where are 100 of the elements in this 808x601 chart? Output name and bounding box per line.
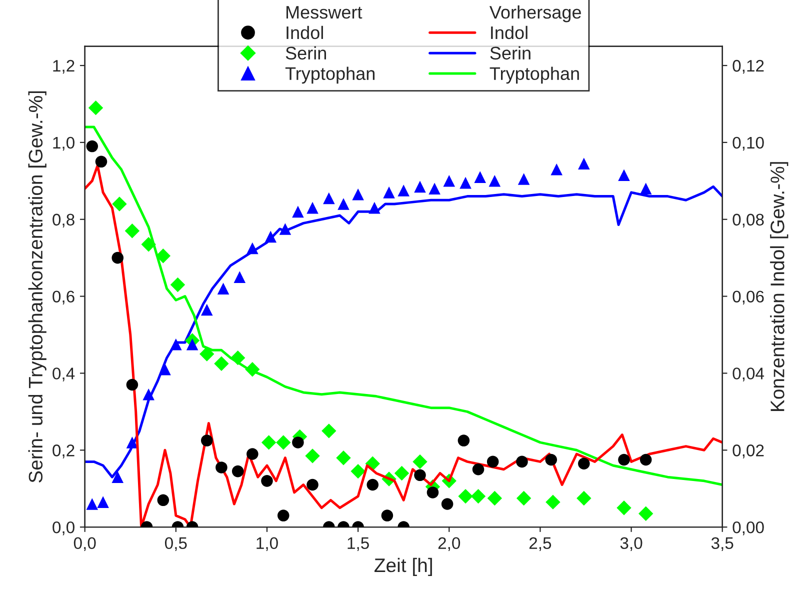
point [474,171,486,183]
point [305,448,320,464]
y2-tick-label: 0,02 [732,444,764,458]
point [277,510,290,522]
y-tick-label: 0,8 [52,214,74,228]
point [112,196,127,212]
legend-label: Indol [286,26,323,40]
point [576,490,592,506]
point [383,186,395,198]
point [306,478,318,491]
x-tick-label: 3,0 [620,537,642,552]
point [487,490,502,506]
point [142,388,154,400]
y-tick-label: 0,6 [52,290,74,304]
point [516,490,532,506]
point [394,466,410,481]
point [112,252,124,264]
point [545,454,558,466]
point [306,202,318,214]
point [232,465,244,478]
point [246,448,258,460]
point [217,282,230,294]
point [200,346,214,362]
legend-label: Tryptophan [490,66,579,84]
point [381,510,394,522]
point [412,454,428,470]
point [276,435,291,450]
y-axis-title: Serin- und Tryptophankonzentration [Gew.-%] [28,91,46,482]
point [441,498,454,510]
y-tick-label: 0,4 [52,368,75,382]
point [618,454,630,466]
point [86,140,98,152]
x-tick-label: 1,5 [348,537,369,552]
point [97,496,109,508]
point [516,456,528,468]
point [264,230,277,243]
x-axis-title: Zeit [h] [374,558,432,576]
text: Vorhersage [489,5,581,22]
point [200,434,213,446]
point [200,304,213,316]
x-tick-label: 2,0 [438,537,460,552]
point [458,488,473,504]
point [230,350,246,366]
x-tick-label: 1,0 [256,537,278,552]
legend-label: Tryptophan [285,66,374,84]
point [428,182,440,194]
point [458,434,470,446]
y-tick-label: 1,2 [53,60,74,74]
point [124,224,140,238]
y2-tick-label: 0,10 [732,136,764,151]
point [338,198,350,210]
point [261,475,273,487]
point [234,271,246,283]
point [350,464,366,479]
point [550,163,562,176]
point [292,436,304,448]
point [95,156,108,168]
y2-axis-title: Konzentration Indol [Gew.-%] [770,162,788,411]
point [336,450,351,466]
point [578,158,590,170]
y2-tick-label: 0,12 [732,60,764,74]
legend-label: Serin [286,46,326,60]
point [156,248,171,264]
y2-tick-label: 0,06 [732,290,764,304]
point [640,454,652,466]
point [245,362,260,377]
point [292,206,304,218]
point [88,100,104,116]
y-tick-label: 1,0 [53,136,74,151]
point [352,188,364,200]
point [638,506,654,521]
point [518,173,530,185]
point [246,242,258,254]
point [398,184,410,196]
point [414,180,426,193]
point [279,223,292,235]
point [470,488,486,504]
point [170,277,186,292]
point [214,356,229,371]
x-tick-label: 0,5 [164,537,187,552]
point [486,456,499,468]
point [366,478,379,491]
point [186,338,198,350]
point [472,463,484,476]
point [616,500,632,516]
point [86,498,98,510]
point [170,338,182,350]
point [216,462,228,474]
point [261,435,276,450]
point [578,458,590,470]
point [112,471,124,483]
y-tick-label: 0,0 [52,521,74,536]
line-series [84,126,722,486]
y-tick-label: 0,2 [52,444,74,458]
legend-label: Serin [490,46,530,60]
point [640,182,652,194]
y2-tick-label: 0,04 [732,368,764,382]
point [460,176,472,189]
point [546,494,560,510]
x-tick-label: 0,0 [74,537,96,552]
